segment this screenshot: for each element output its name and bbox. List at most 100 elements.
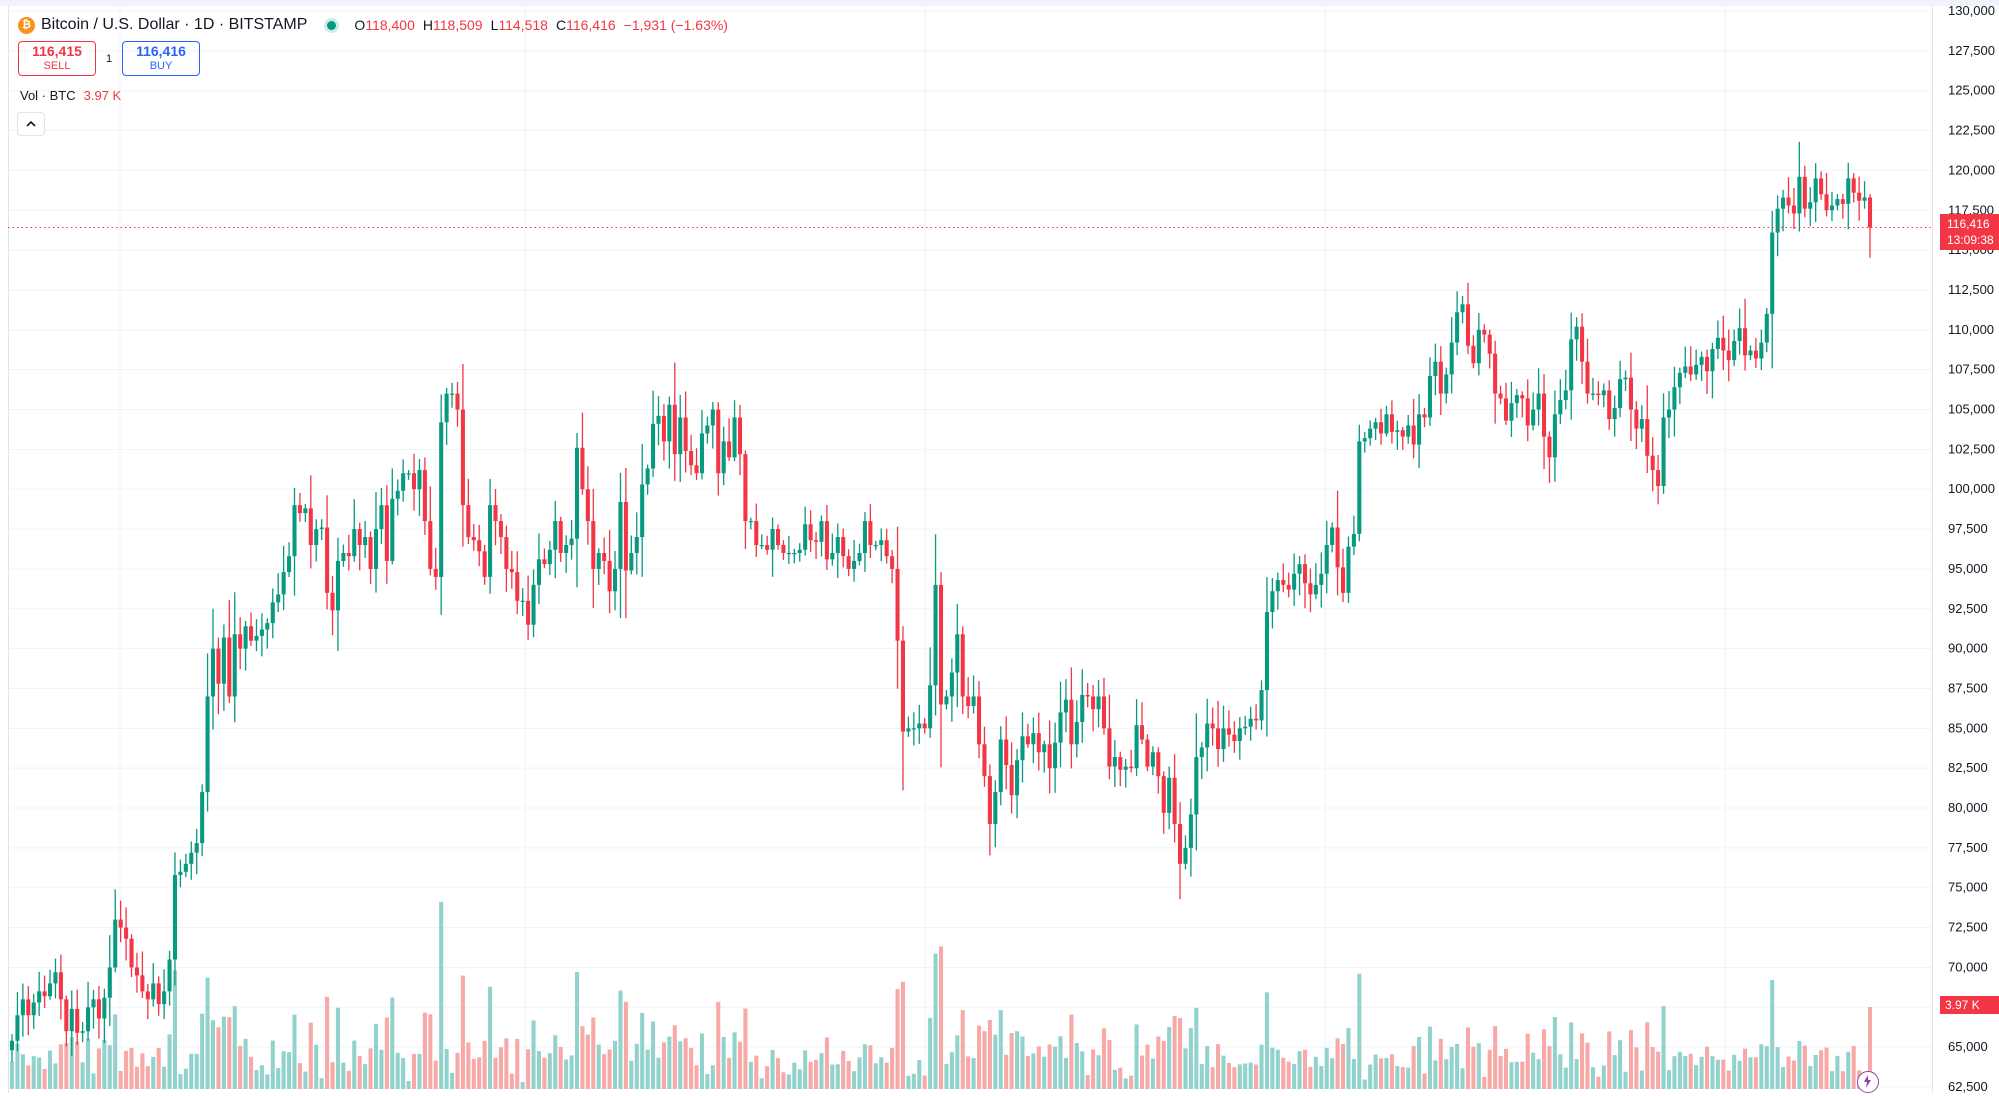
candle-body xyxy=(613,568,618,592)
volume-bar xyxy=(1601,1065,1606,1089)
candle xyxy=(1302,554,1308,609)
candle xyxy=(1623,370,1628,391)
candle xyxy=(1694,349,1699,380)
candle-body xyxy=(520,600,525,603)
candle xyxy=(710,402,715,449)
candle xyxy=(900,626,905,791)
candle-body xyxy=(1427,376,1432,418)
volume-bar xyxy=(1514,1061,1519,1089)
volume-bar xyxy=(835,1064,840,1089)
candle-body xyxy=(308,508,313,546)
candle-body xyxy=(42,991,47,997)
candle-body xyxy=(249,626,254,641)
candle xyxy=(976,681,982,759)
candle-body xyxy=(482,551,487,577)
candle xyxy=(1036,712,1041,771)
candle xyxy=(1601,383,1606,408)
candle-body xyxy=(439,422,444,577)
candle xyxy=(1373,417,1378,441)
candle xyxy=(1433,343,1438,396)
candle xyxy=(862,512,867,572)
candle xyxy=(982,726,987,787)
candle-body xyxy=(879,540,884,546)
volume-bar xyxy=(1520,1061,1525,1089)
volume-bar xyxy=(596,1044,601,1089)
candle xyxy=(1514,388,1519,418)
candle-body xyxy=(895,568,900,641)
sell-button[interactable]: 116,415 SELL xyxy=(18,41,96,76)
candle xyxy=(1145,734,1150,772)
candle xyxy=(1232,721,1237,753)
volume-legend[interactable]: Vol · BTC 3.97 K xyxy=(20,88,121,103)
candle xyxy=(42,975,47,1009)
candle-body xyxy=(987,776,992,824)
volume-bar xyxy=(1688,1053,1693,1089)
volume-bar xyxy=(998,1010,1003,1089)
volume-bar xyxy=(955,1035,960,1089)
candle xyxy=(1281,563,1286,593)
volume-bar xyxy=(1091,1049,1096,1089)
candle-body xyxy=(699,433,704,474)
candle xyxy=(1585,338,1590,404)
candle xyxy=(1824,173,1829,217)
candle-body xyxy=(1601,390,1606,396)
candle-body xyxy=(911,728,916,730)
candle-body xyxy=(960,634,965,697)
candle xyxy=(1656,454,1661,505)
candle xyxy=(466,478,471,545)
volume-bar xyxy=(1156,1036,1161,1089)
candle xyxy=(428,486,433,576)
candle-body xyxy=(765,545,770,550)
lightning-icon[interactable] xyxy=(1857,1071,1879,1093)
candle xyxy=(58,954,63,1020)
symbol-header: ₿ Bitcoin / U.S. Dollar · 1D · BITSTAMP … xyxy=(18,14,728,36)
candle-body xyxy=(786,552,791,555)
volume-bar xyxy=(748,1061,753,1089)
candle-body xyxy=(64,999,69,1032)
volume-bar xyxy=(1373,1054,1378,1089)
candle xyxy=(1770,210,1775,369)
volume-bar xyxy=(1292,1063,1297,1089)
candle-body xyxy=(1542,393,1547,437)
candle-body xyxy=(781,545,786,553)
candle xyxy=(1661,393,1666,494)
candle-body xyxy=(1612,407,1617,420)
symbol-title[interactable]: Bitcoin / U.S. Dollar · 1D · BITSTAMP xyxy=(41,16,308,33)
candle-body xyxy=(596,552,601,569)
candle-body xyxy=(743,454,748,522)
volume-bar xyxy=(906,1075,911,1089)
volume-bar xyxy=(145,1066,150,1089)
candle-body xyxy=(775,529,781,546)
candle-body xyxy=(319,527,324,530)
volume-bar xyxy=(775,1058,781,1089)
candle-body xyxy=(102,997,107,1019)
candle xyxy=(1835,194,1840,211)
candle-body xyxy=(629,552,634,571)
collapse-legend-button[interactable] xyxy=(17,112,45,136)
candle xyxy=(53,958,58,999)
price-tick-label: 87,500 xyxy=(1948,680,1988,695)
candle xyxy=(705,416,710,444)
candle xyxy=(1487,329,1492,369)
candle xyxy=(292,487,297,596)
volume-bar xyxy=(808,1061,813,1089)
candle xyxy=(580,412,585,495)
buy-button[interactable]: 116,416 BUY xyxy=(122,41,200,76)
volume-bar xyxy=(96,1048,101,1089)
candle-body xyxy=(694,465,699,474)
candle xyxy=(623,468,628,619)
candle xyxy=(341,544,346,567)
volume-bar xyxy=(1216,1044,1221,1089)
candle xyxy=(1025,723,1030,748)
candle-body xyxy=(1590,393,1595,395)
candle-body xyxy=(1433,361,1438,377)
candle xyxy=(564,535,569,573)
volume-bar xyxy=(526,1049,531,1089)
candle xyxy=(1813,163,1818,223)
volume-bar xyxy=(379,1049,384,1089)
candle xyxy=(949,658,954,722)
volume-bar xyxy=(422,1012,427,1089)
volume-bar xyxy=(1650,1046,1655,1089)
candle-body xyxy=(1319,573,1324,585)
